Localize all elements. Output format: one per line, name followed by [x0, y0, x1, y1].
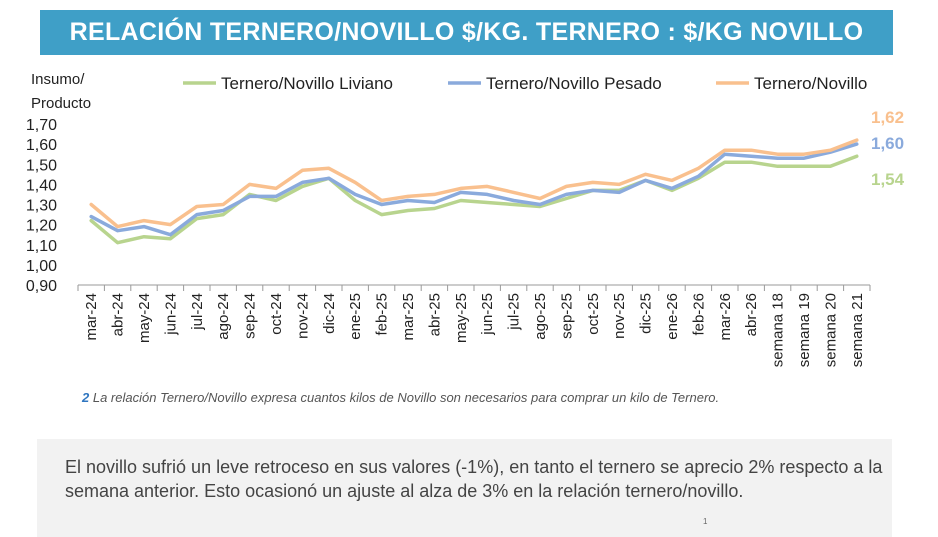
x-tick-label: sep-25	[558, 293, 575, 339]
line-chart: Insumo/ Producto Ternero/Novillo Liviano…	[26, 71, 905, 367]
x-tick-label: feb-26	[690, 293, 707, 336]
comment-text: El novillo sufrió un leve retroceso en s…	[65, 457, 883, 501]
x-tick-label: jul-24	[189, 293, 206, 331]
end-labels: 1,54 1,60 1,62	[871, 108, 905, 189]
x-tick-label: dic-25	[638, 293, 655, 334]
x-tick-label: nov-25	[611, 293, 628, 339]
y-tick-label: 1,10	[26, 238, 57, 255]
x-tick-label: mar-24	[83, 293, 100, 341]
legend-label: Ternero/Novillo	[754, 74, 867, 93]
x-tick-label: semana 21	[849, 293, 866, 367]
x-tick-label: feb-25	[374, 293, 391, 336]
comment-box: El novillo sufrió un leve retroceso en s…	[37, 439, 892, 537]
series-line	[89, 154, 859, 245]
x-tick-label: jun-25	[479, 293, 496, 336]
x-tick-label: abr-24	[110, 293, 127, 336]
legend-label: Ternero/Novillo Liviano	[221, 74, 393, 93]
y-tick-label: 0,90	[26, 278, 57, 295]
chart-legend: Ternero/Novillo Liviano Ternero/Novillo P…	[183, 74, 867, 93]
x-tick-label: may-25	[453, 293, 470, 343]
y-axis-label-line2: Producto	[31, 95, 91, 112]
y-tick-label: 1,60	[26, 137, 57, 154]
legend-label: Ternero/Novillo Pesado	[486, 74, 662, 93]
x-tick-label: oct-25	[585, 293, 602, 335]
y-tick-label: 1,00	[26, 258, 57, 275]
y-tick-label: 1,20	[26, 218, 57, 235]
footnote: 2 La relación Ternero/Novillo expresa cu…	[82, 390, 842, 405]
x-tick-label: sep-24	[242, 293, 259, 339]
x-axis: mar-24 abr-24 may-24 jun-24 jul-24 ago-24 sep-…	[77, 284, 871, 367]
y-tick-label: 1,50	[26, 157, 57, 174]
series-line	[89, 142, 859, 237]
y-axis-label-line1: Insumo/	[31, 71, 85, 88]
x-tick-label: oct-24	[268, 293, 285, 335]
x-tick-label: semana 18	[770, 293, 787, 367]
end-value-label: 1,54	[871, 170, 905, 189]
x-tick-label: semana 20	[822, 293, 839, 367]
x-tick-label: abr-25	[426, 293, 443, 336]
y-tick-label: 1,70	[26, 117, 57, 134]
y-tick-label: 1,40	[26, 177, 57, 194]
x-tick-label: ene-26	[664, 293, 681, 340]
y-tick-label: 1,30	[26, 198, 57, 215]
x-tick-label: jun-24	[162, 293, 179, 336]
series-line	[89, 138, 859, 229]
x-tick-label: ago-25	[532, 293, 549, 340]
chart-series	[89, 138, 859, 245]
footnote-text: La relación Ternero/Novillo expresa cuan…	[92, 390, 720, 405]
end-value-label: 1,60	[871, 134, 904, 153]
x-tick-label: semana 19	[796, 293, 813, 367]
footnote-number: 2	[82, 390, 90, 405]
x-tick-label: mar-26	[717, 293, 734, 341]
title-banner: RELACIÓN TERNERO/NOVILLO $/KG. TERNERO :…	[40, 10, 893, 55]
x-tick-label: abr-26	[743, 293, 760, 336]
page-title: RELACIÓN TERNERO/NOVILLO $/KG. TERNERO :…	[69, 18, 864, 46]
x-tick-label: nov-24	[294, 293, 311, 339]
x-tick-label: ene-25	[347, 293, 364, 340]
y-axis: 0,90 1,00 1,10 1,20 1,30 1,40 1,50 1,60 1,70	[26, 117, 57, 295]
end-value-label: 1,62	[871, 108, 904, 127]
x-tick-label: may-24	[136, 293, 153, 343]
x-tick-label: jul-25	[506, 293, 523, 331]
x-tick-label: ago-24	[215, 293, 232, 340]
x-tick-label: mar-25	[400, 293, 417, 341]
page-number: 1	[703, 517, 708, 526]
x-tick-label: dic-24	[321, 293, 338, 334]
